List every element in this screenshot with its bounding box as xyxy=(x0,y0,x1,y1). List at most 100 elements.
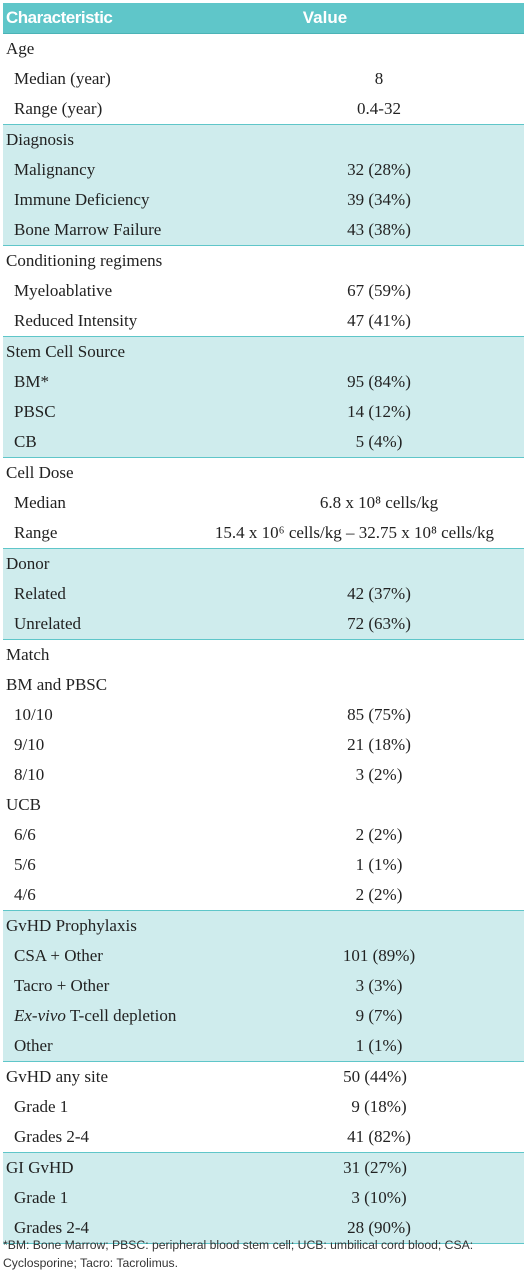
row-group: Age Median (year) 8 Range (year) 0.4-32 xyxy=(3,34,524,125)
row-label: 8/10 xyxy=(14,765,45,784)
row-value: 41 (82%) xyxy=(347,1127,411,1146)
row-label: Grade 1 xyxy=(14,1097,69,1116)
table-row: Bone Marrow Failure 43 (38%) xyxy=(3,215,524,245)
table-footnote: *BM: Bone Marrow; PBSC: peripheral blood… xyxy=(3,1238,474,1270)
table-row: BM and PBSC xyxy=(3,670,524,700)
table-row: BM* 95 (84%) xyxy=(3,367,524,397)
row-label: Age xyxy=(6,39,35,58)
row-label: Median (year) xyxy=(14,69,111,88)
table-row: Grades 2-4 41 (82%) xyxy=(3,1122,524,1152)
table-row: Ex-vivo T-cell depletion 9 (7%) xyxy=(3,1001,524,1031)
row-label: Related xyxy=(14,584,66,603)
row-label: Tacro + Other xyxy=(14,976,110,995)
table-row: Donor xyxy=(3,549,524,579)
table-row: CB 5 (4%) xyxy=(3,427,524,457)
table-row: Cell Dose xyxy=(3,458,524,488)
row-group: Diagnosis Malignancy 32 (28%) Immune Defici… xyxy=(3,125,524,246)
row-label: CB xyxy=(14,432,37,451)
row-value: 42 (37%) xyxy=(347,584,411,603)
row-label: Myeloablative xyxy=(14,281,113,300)
row-label: GvHD Prophylaxis xyxy=(6,916,137,935)
table-row: GvHD any site 50 (44%) xyxy=(3,1062,524,1092)
row-label-rest: T-cell depletion xyxy=(65,1006,177,1025)
row-value: 1 (1%) xyxy=(355,1036,403,1055)
row-value: 85 (75%) xyxy=(347,705,411,724)
row-label: Diagnosis xyxy=(6,130,74,149)
row-label: Immune Deficiency xyxy=(14,190,150,209)
row-label: PBSC xyxy=(14,402,56,421)
row-value: 9 (7%) xyxy=(355,1006,403,1025)
header-value: Value xyxy=(302,8,348,27)
row-value: 32 (28%) xyxy=(347,160,411,179)
row-value: 28 (90%) xyxy=(347,1218,411,1237)
row-value: 31 (27%) xyxy=(343,1158,407,1177)
row-value: 14 (12%) xyxy=(347,402,411,421)
table-row: 5/6 1 (1%) xyxy=(3,850,524,880)
table-row: Tacro + Other 3 (3%) xyxy=(3,971,524,1001)
table-row: Diagnosis xyxy=(3,125,524,155)
table-row: Conditioning regimens xyxy=(3,246,524,276)
row-label: Stem Cell Source xyxy=(6,342,125,361)
table-row: Malignancy 32 (28%) xyxy=(3,155,524,185)
row-value: 67 (59%) xyxy=(347,281,411,300)
row-label: UCB xyxy=(6,795,41,814)
row-label: Grade 1 xyxy=(14,1188,69,1207)
table-row: UCB xyxy=(3,790,524,820)
row-label: 5/6 xyxy=(14,855,36,874)
table-body: Age Median (year) 8 Range (year) 0.4-32 Diagn… xyxy=(3,34,524,1244)
row-value: 43 (38%) xyxy=(347,220,411,239)
row-label: CSA + Other xyxy=(14,946,103,965)
row-value: 101 (89%) xyxy=(342,946,416,965)
row-group: Match BM and PBSC 10/10 85 (75%) 9/10 21 (18%… xyxy=(3,640,524,911)
row-label: Median xyxy=(14,493,66,512)
table-row: Grade 1 3 (10%) xyxy=(3,1183,524,1213)
row-label: GI GvHD xyxy=(6,1158,74,1177)
row-label: Grades 2-4 xyxy=(14,1218,90,1237)
row-value: 72 (63%) xyxy=(347,614,411,633)
row-label: Reduced Intensity xyxy=(14,311,138,330)
header-characteristic: Characteristic xyxy=(6,8,113,27)
table-row: Median 6.8 x 10⁸ cells/kg xyxy=(3,488,524,518)
row-group: Stem Cell Source BM* 95 (84%) PBSC 14 (12%) C… xyxy=(3,337,524,458)
table-row: Stem Cell Source xyxy=(3,337,524,367)
row-label: Other xyxy=(14,1036,53,1055)
row-group: GI GvHD 31 (27%) Grade 1 3 (10%) Grades 2-4 2… xyxy=(3,1153,524,1244)
row-value: 15.4 x 10⁶ cells/kg – 32.75 x 10⁸ cells/… xyxy=(214,523,494,542)
row-value: 50 (44%) xyxy=(343,1067,407,1086)
row-label: Range xyxy=(14,523,58,542)
row-value: 95 (84%) xyxy=(347,372,411,391)
row-value: 2 (2%) xyxy=(355,885,403,904)
table-row: Median (year) 8 xyxy=(3,64,524,94)
row-value: 3 (10%) xyxy=(351,1188,407,1207)
characteristics-table: Characteristic Value Age Median (year) 8 Ra… xyxy=(3,3,524,1244)
row-value: 21 (18%) xyxy=(347,735,411,754)
table-row: Reduced Intensity 47 (41%) xyxy=(3,306,524,336)
table-row: 9/10 21 (18%) xyxy=(3,730,524,760)
table-row: PBSC 14 (12%) xyxy=(3,397,524,427)
row-value: 8 xyxy=(374,69,384,88)
table-row: 8/10 3 (2%) xyxy=(3,760,524,790)
row-label: BM and PBSC xyxy=(6,675,108,694)
row-value: 3 (3%) xyxy=(355,976,403,995)
table-row: 6/6 2 (2%) xyxy=(3,820,524,850)
row-label: BM* xyxy=(14,372,49,391)
row-value: 2 (2%) xyxy=(355,825,403,844)
row-label: Cell Dose xyxy=(6,463,74,482)
table-row: Range 15.4 x 10⁶ cells/kg – 32.75 x 10⁸ c… xyxy=(3,518,524,548)
table-header: Characteristic Value xyxy=(3,3,524,34)
row-label: Match xyxy=(6,645,50,664)
table-row: Match xyxy=(3,640,524,670)
table-row: Myeloablative 67 (59%) xyxy=(3,276,524,306)
table-row: 4/6 2 (2%) xyxy=(3,880,524,910)
row-label: 6/6 xyxy=(14,825,36,844)
row-group: Donor Related 42 (37%) Unrelated 72 (63%) xyxy=(3,549,524,640)
row-group: Conditioning regimens Myeloablative 67 (59… xyxy=(3,246,524,337)
row-label: 10/10 xyxy=(14,705,53,724)
row-label: 9/10 xyxy=(14,735,45,754)
row-label: Conditioning regimens xyxy=(6,251,163,270)
row-value: 47 (41%) xyxy=(347,311,411,330)
table-row: 10/10 85 (75%) xyxy=(3,700,524,730)
table-row: Range (year) 0.4-32 xyxy=(3,94,524,124)
row-label: Donor xyxy=(6,554,50,573)
